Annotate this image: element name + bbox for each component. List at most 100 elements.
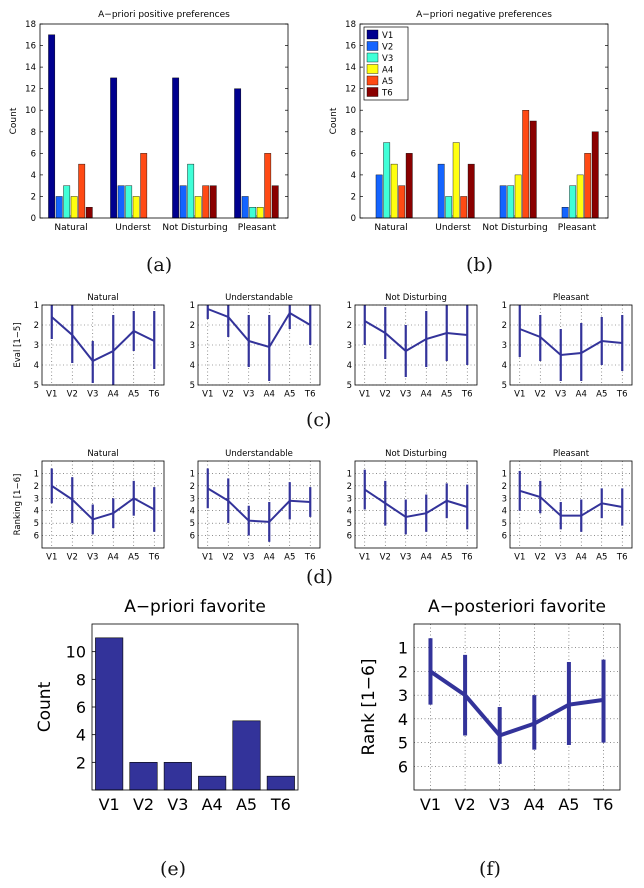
chart-d-natural-xtick-label: A5 [128, 553, 139, 563]
chart-b-legend-label: V2 [382, 43, 393, 53]
chart-a-ytick-label: 4 [31, 171, 36, 181]
chart-a-bar-a4 [70, 196, 78, 219]
chart-e-xtick-label: A5 [236, 795, 257, 814]
chart-c-natural-xtick-label: T6 [148, 390, 160, 400]
chart-c-natural-ytick-label: 1 [34, 301, 39, 311]
chart-f-xtick-label: A4 [524, 795, 545, 814]
chart-b-ytick-label: 12 [345, 85, 356, 95]
caption-e: (e) [160, 858, 187, 880]
chart-b-bar-v2 [499, 185, 507, 219]
chart-c-pleasant-title: Pleasant [553, 293, 590, 303]
chart-b-bar-a4 [576, 174, 584, 219]
chart-d-pleasant-ytick-label: 3 [502, 494, 507, 504]
chart-c-natural-xtick-label: V1 [46, 390, 57, 400]
chart-b-plot-frame [359, 23, 609, 219]
chart-b-ytick-label: 14 [345, 63, 356, 73]
chart-c-pleasant-ytick-label: 2 [502, 321, 507, 331]
chart-a-bar-v3 [125, 185, 133, 219]
chart-b-bar-a4 [514, 174, 522, 219]
chart-c-understandable-ytick-label: 2 [190, 321, 195, 331]
chart-d-natural-title: Natural [87, 449, 118, 459]
chart-c-understandable-xtick-label: A5 [284, 390, 295, 400]
chart-b-legend-label: V1 [382, 31, 393, 41]
chart-a-ytick-label: 2 [31, 192, 36, 202]
chart-a-ytick-label: 12 [25, 85, 36, 95]
caption-c: (c) [306, 409, 332, 431]
chart-a-bar-a5 [264, 153, 272, 219]
chart-c-natural-ytick-label: 4 [34, 361, 39, 371]
chart-b-legend-swatch [366, 52, 379, 63]
chart-f-xtick-label: T6 [593, 795, 614, 814]
chart-d-natural-ylabel: Ranking [1−6] [13, 474, 23, 536]
chart-b-legend-swatch [366, 41, 379, 51]
chart-d-natural-xtick-label: T6 [148, 553, 160, 563]
chart-a-bar-a4 [194, 196, 202, 219]
chart-a-xtick-label: Pleasant [238, 223, 277, 233]
caption-b: (b) [466, 254, 493, 276]
chart-e-bar [163, 762, 192, 791]
chart-c-understandable-ytick-label: 4 [190, 361, 195, 371]
chart-b-legend-swatch [366, 29, 379, 40]
chart-b-bar-a4 [390, 163, 398, 219]
chart-d-natural-ytick-label: 3 [34, 494, 39, 504]
chart-b-legend-label: A5 [382, 77, 393, 87]
chart-d-not-disturbing-xtick-label: V1 [359, 553, 370, 563]
chart-a-ytick-label: 10 [25, 106, 36, 116]
chart-d-understandable-xtick-label: V1 [202, 553, 213, 563]
chart-f-ytick-label: 2 [398, 662, 408, 681]
chart-a-bar-v1 [172, 77, 180, 219]
chart-c-not-disturbing-xtick-label: A5 [441, 390, 452, 400]
chart-a-bar-v3 [63, 185, 71, 219]
chart-a-xtick-label: Natural [54, 223, 87, 233]
chart-c-pleasant-xtick-label: T6 [616, 390, 628, 400]
chart-f-ytick-label: 1 [398, 639, 408, 658]
chart-d-pleasant-ytick-label: 5 [502, 519, 507, 529]
chart-c-natural-ytick-label: 3 [34, 341, 39, 351]
chart-b-bar-a5 [584, 153, 592, 219]
chart-a-ytick-label: 8 [31, 128, 36, 138]
chart-b-ytick-label: 18 [345, 20, 356, 30]
chart-a-plot-frame [39, 23, 289, 219]
chart-e-xtick-label: V3 [167, 795, 188, 814]
chart-d-pleasant-xtick-label: V3 [555, 553, 566, 563]
chart-c-natural-ytick-label: 2 [34, 321, 39, 331]
chart-c-pleasant-ytick-label: 3 [502, 341, 507, 351]
chart-c-natural-xtick-label: A5 [128, 390, 139, 400]
chart-c-understandable-xtick-label: V1 [202, 390, 213, 400]
chart-c-understandable-xtick-label: A4 [264, 390, 275, 400]
chart-c-natural-xtick-label: V2 [67, 390, 78, 400]
chart-d-not-disturbing-xtick-label: V2 [380, 553, 391, 563]
chart-c-not-disturbing-mean-line [364, 320, 468, 353]
chart-d-understandable-ytick-label: 3 [190, 494, 195, 504]
chart-a-bar-a5 [140, 153, 148, 219]
chart-c-not-disturbing-ytick-label: 2 [347, 321, 352, 331]
chart-c-pleasant-ytick-label: 4 [502, 361, 507, 371]
chart-c-natural-title: Natural [87, 293, 118, 303]
chart-d-pleasant-mean-line [519, 489, 623, 517]
chart-d-natural-plot-frame [41, 460, 165, 549]
chart-c-pleasant-xtick-label: V3 [555, 390, 566, 400]
chart-b-ytick-label: 0 [351, 214, 356, 224]
chart-d-understandable-xtick-label: V3 [243, 553, 254, 563]
chart-e-bar [95, 637, 124, 791]
chart-c-not-disturbing-title: Not Disturbing [385, 293, 447, 303]
chart-b-bar-a5 [522, 110, 530, 219]
chart-f-xtick-label: A5 [558, 795, 579, 814]
chart-d-pleasant-ytick-label: 2 [502, 482, 507, 492]
chart-d-pleasant-plot-frame [509, 460, 633, 549]
chart-e-xtick-label: T6 [270, 795, 291, 814]
chart-c-pleasant-xtick-label: V1 [514, 390, 525, 400]
chart-b-bar-v3 [569, 185, 577, 219]
chart-b-xtick-label: Not Disturbing [482, 223, 547, 233]
chart-b-bar-v2 [375, 174, 383, 219]
chart-c-understandable-ytick-label: 1 [190, 301, 195, 311]
chart-b-bar-v2 [561, 207, 569, 219]
chart-b-xtick-label: Underst [435, 223, 471, 233]
chart-d-not-disturbing-xtick-label: A5 [441, 553, 452, 563]
chart-d-understandable-ytick-label: 2 [190, 482, 195, 492]
chart-a-bar-a4 [132, 196, 140, 219]
chart-c-pleasant-ytick-label: 1 [502, 301, 507, 311]
chart-b-legend-label: T6 [381, 89, 393, 99]
chart-a-bar-v1 [48, 34, 56, 219]
chart-c-not-disturbing-ytick-label: 4 [347, 361, 352, 371]
